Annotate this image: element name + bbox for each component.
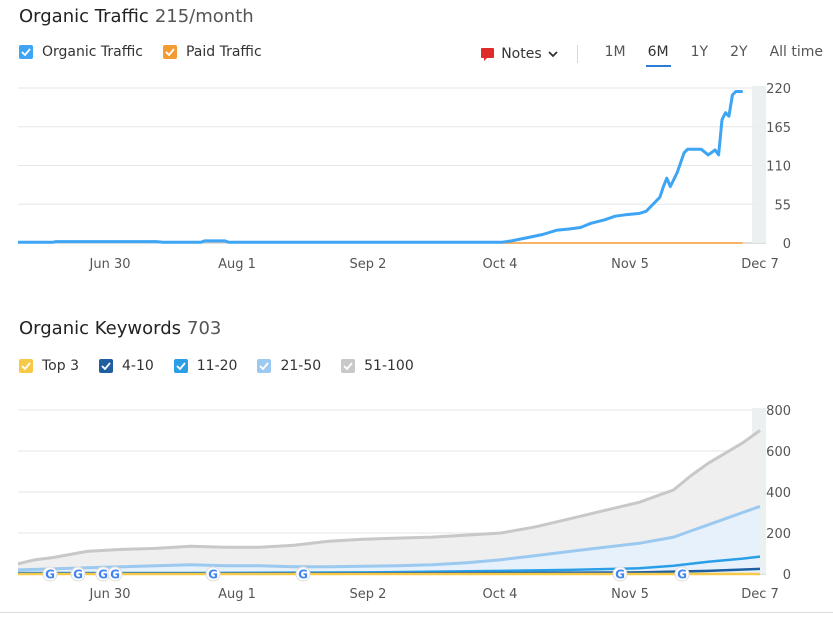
x-tick-label: Jun 30 <box>89 257 131 272</box>
x-tick-label: Dec 7 <box>741 587 779 602</box>
x-tick-label: Aug 1 <box>218 257 256 272</box>
google-marker-letter: G <box>615 568 625 582</box>
organic-keywords-legend: Top 3 4-10 11-20 21-50 51-100 <box>19 358 434 374</box>
legend-top-3-label: Top 3 <box>42 358 79 374</box>
y-tick-label: 55 <box>774 198 791 213</box>
x-tick-label: Dec 7 <box>741 257 779 272</box>
y-tick-label: 800 <box>766 404 791 419</box>
y-tick-label: 200 <box>766 527 791 542</box>
legend-21-50-label: 21-50 <box>280 358 322 374</box>
range-6m[interactable]: 6M <box>645 44 671 67</box>
organic-traffic-title-label: Organic Traffic <box>19 6 149 27</box>
checkbox-icon[interactable] <box>341 359 356 373</box>
series-line-organic-traffic <box>18 90 743 244</box>
legend-4-10-label: 4-10 <box>121 358 154 374</box>
y-tick-label: 165 <box>766 121 791 136</box>
legend-21-50[interactable]: 21-50 <box>257 358 321 374</box>
x-tick-label: Nov 5 <box>611 587 649 602</box>
x-tick-label: Sep 2 <box>350 587 387 602</box>
google-marker-letter: G <box>45 568 55 582</box>
series-line-21-50 <box>17 504 761 572</box>
google-update-icon[interactable]: G <box>107 566 123 582</box>
google-marker-letter: G <box>298 568 308 582</box>
google-update-icon[interactable]: G <box>295 566 311 582</box>
notes-button[interactable]: Notes <box>480 46 558 62</box>
checkbox-icon[interactable] <box>162 45 177 59</box>
legend-11-20-label: 11-20 <box>196 358 238 374</box>
x-tick-label: Aug 1 <box>218 587 256 602</box>
range-1m[interactable]: 1M <box>604 44 626 60</box>
legend-paid-traffic[interactable]: Paid Traffic <box>162 44 262 60</box>
organic-keywords-title-label: Organic Keywords <box>19 318 181 339</box>
series-area-21-50 <box>18 506 760 574</box>
google-marker-circle <box>612 566 628 582</box>
organic-traffic-value: 215/month <box>154 6 254 27</box>
y-tick-label: 0 <box>783 568 791 583</box>
x-tick-label: Jun 30 <box>89 587 131 602</box>
legend-11-20[interactable]: 11-20 <box>173 358 238 374</box>
range-all-time[interactable]: All time <box>769 44 823 60</box>
organic-keywords-title: Organic Keywords 703 <box>19 318 221 339</box>
checkbox-icon[interactable] <box>257 359 272 373</box>
google-update-icon[interactable]: G <box>42 566 58 582</box>
google-update-icon[interactable]: G <box>612 566 628 582</box>
chevron-down-icon <box>547 51 558 58</box>
checkbox-icon[interactable] <box>98 359 113 373</box>
google-marker-letter: G <box>677 568 687 582</box>
google-marker-letter: G <box>208 568 218 582</box>
x-tick-label: Oct 4 <box>483 587 518 602</box>
legend-paid-traffic-label: Paid Traffic <box>185 44 262 60</box>
google-update-icon[interactable]: G <box>205 566 221 582</box>
series-line-51-100 <box>17 429 761 566</box>
y-tick-label: 220 <box>766 82 791 97</box>
legend-51-100[interactable]: 51-100 <box>341 358 414 374</box>
google-update-icon[interactable]: G <box>70 566 86 582</box>
legend-51-100-label: 51-100 <box>364 358 414 374</box>
note-speech-icon <box>481 47 495 61</box>
organic-keywords-value: 703 <box>187 318 222 339</box>
organic-traffic-title: Organic Traffic 215/month <box>19 6 254 27</box>
checkbox-icon[interactable] <box>19 45 33 59</box>
series-area-51-100 <box>18 430 760 574</box>
y-tick-label: 600 <box>766 445 791 460</box>
legend-organic-traffic[interactable]: Organic Traffic <box>19 44 143 60</box>
legend-organic-traffic-label: Organic Traffic <box>42 44 143 60</box>
controls-divider <box>576 45 578 63</box>
google-update-icon[interactable]: G <box>674 566 690 582</box>
range-2y[interactable]: 2Y <box>730 44 748 60</box>
organic-traffic-legend: Organic Traffic Paid Traffic <box>19 44 282 60</box>
google-marker-letter: G <box>110 568 120 582</box>
x-tick-label: Nov 5 <box>611 257 649 272</box>
checkbox-icon[interactable] <box>173 359 188 373</box>
organic-traffic-chart: 0 55 110 165 220 Jun 30 Aug 1 Sep 2 Oct 4 Nov 5 De… <box>18 82 791 272</box>
x-tick-label: Oct 4 <box>483 257 518 272</box>
google-marker-circle <box>42 566 58 582</box>
chart-controls: Notes 1M 6M 1Y 2Y All time <box>480 44 823 67</box>
google-marker-circle <box>70 566 86 582</box>
organic-keywords-panel: Organic Keywords 703 Top 3 4-10 11-20 21-… <box>0 312 833 622</box>
notes-label: Notes <box>501 46 542 62</box>
legend-top-3[interactable]: Top 3 <box>19 358 79 374</box>
google-marker-circle <box>205 566 221 582</box>
y-tick-label: 0 <box>783 237 791 252</box>
google-marker-circle <box>107 566 123 582</box>
checkbox-icon[interactable] <box>19 359 33 373</box>
current-period-band <box>752 86 766 243</box>
legend-4-10[interactable]: 4-10 <box>98 358 154 374</box>
range-1y[interactable]: 1Y <box>690 44 709 60</box>
google-marker-circle <box>674 566 690 582</box>
google-marker-circle <box>295 566 311 582</box>
organic-traffic-panel: Organic Traffic 215/month Organic Traffic… <box>0 0 833 292</box>
google-marker-letter: G <box>98 568 108 582</box>
organic-keywords-chart: 0 200 400 600 800 Jun 30 Aug 1 Sep 2 Oct 4 Nov 5 D… <box>17 404 791 602</box>
bottom-divider <box>0 612 833 613</box>
y-tick-label: 110 <box>766 160 791 175</box>
google-marker-letter: G <box>73 568 83 582</box>
x-tick-label: Sep 2 <box>350 257 387 272</box>
y-tick-label: 400 <box>766 486 791 501</box>
